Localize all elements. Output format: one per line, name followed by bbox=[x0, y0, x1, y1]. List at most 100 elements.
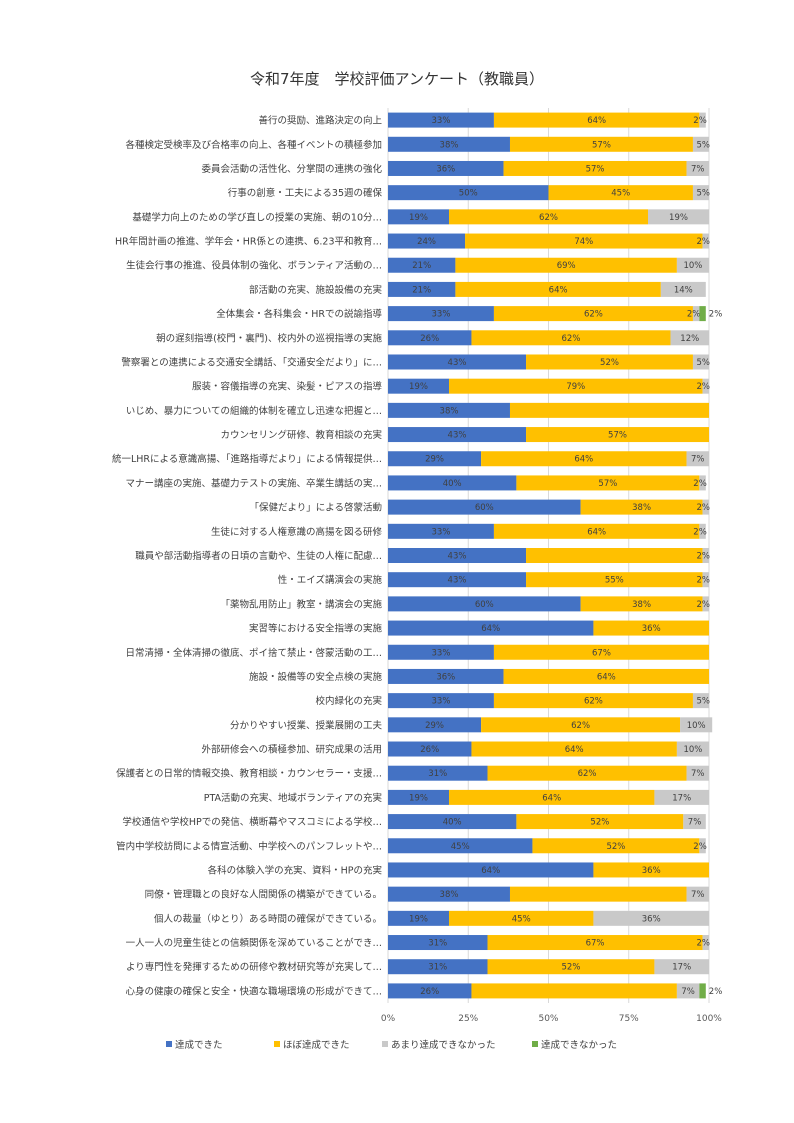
bar-segment bbox=[448, 910, 594, 926]
bar-segment bbox=[526, 427, 709, 443]
data-label: 57% bbox=[598, 479, 617, 489]
category-label: 各種検定受検率及び合格率の向上、各種イベントの積極参加 bbox=[125, 139, 382, 151]
bar-segment bbox=[388, 354, 527, 370]
category-label: 委員会活動の活性化、分掌間の連携の強化 bbox=[201, 163, 382, 175]
category-label: 生徒会行事の推進、役員体制の強化、ボランティア活動の… bbox=[126, 260, 382, 272]
category-label: PTA活動の充実、地域ボランティアの充実 bbox=[204, 792, 383, 804]
data-label: 38% bbox=[440, 140, 459, 150]
bar-segment bbox=[471, 330, 671, 346]
bar-segment bbox=[699, 838, 706, 854]
data-label: 64% bbox=[549, 285, 568, 295]
data-label: 2% bbox=[697, 552, 711, 562]
data-label: 26% bbox=[420, 334, 439, 344]
bar-segment bbox=[692, 693, 709, 709]
bar-segment bbox=[593, 620, 709, 636]
category-label: 管内中学校訪問による情宣活動、中学校へのパンフレットや… bbox=[116, 840, 382, 852]
category-label: 分かりやすい授業、授業展開の工夫 bbox=[230, 719, 383, 731]
bar-segment bbox=[686, 886, 709, 902]
data-label: 57% bbox=[586, 164, 605, 174]
bar-segment bbox=[455, 257, 677, 273]
x-axis-ticks: 0% 25% 50% 75% 100% bbox=[381, 1014, 722, 1024]
data-label: 57% bbox=[592, 140, 611, 150]
legend-swatch bbox=[166, 1041, 172, 1047]
bar-segment bbox=[692, 306, 700, 322]
data-label: 55% bbox=[605, 576, 624, 586]
bar-segment bbox=[676, 983, 700, 999]
data-label: 2% bbox=[693, 479, 707, 489]
legend-swatch bbox=[382, 1041, 388, 1047]
data-label: 45% bbox=[451, 842, 470, 852]
category-label: 外部研修会への積極参加、研究成果の活用 bbox=[201, 744, 382, 756]
data-label: 2% bbox=[697, 237, 711, 247]
data-label: 40% bbox=[443, 479, 462, 489]
legend-label: あまり達成できなかった bbox=[391, 1039, 496, 1051]
data-label: 62% bbox=[539, 213, 558, 223]
bar-segment bbox=[503, 668, 709, 684]
data-label: 14% bbox=[674, 285, 693, 295]
category-label: いじめ、暴力についての組織的体制を確立し迅速な把握と… bbox=[126, 405, 382, 417]
bar-segment bbox=[699, 306, 706, 322]
data-label: 33% bbox=[432, 697, 451, 707]
data-label: 38% bbox=[632, 503, 651, 513]
data-label: 57% bbox=[608, 431, 627, 441]
data-label: 2% bbox=[693, 116, 707, 126]
bar-segment bbox=[516, 475, 700, 491]
data-label: 62% bbox=[562, 334, 581, 344]
data-label: 26% bbox=[420, 745, 439, 755]
data-label: 40% bbox=[443, 818, 462, 828]
category-label: 朝の遅刻指導(校門・裏門)、校内外の巡視指導の実施 bbox=[156, 332, 382, 344]
data-label: 10% bbox=[687, 721, 706, 731]
bar-segment bbox=[388, 548, 527, 563]
bar-segment bbox=[388, 789, 449, 805]
data-label: 45% bbox=[611, 189, 630, 199]
category-label: 性・エイズ講演会の実施 bbox=[278, 574, 383, 586]
data-label: 17% bbox=[672, 963, 691, 973]
category-label: 職員や部活動指導者の日頃の言動や、生徒の人権に配慮… bbox=[135, 550, 382, 562]
bar-segment bbox=[493, 523, 700, 539]
data-label: 2% bbox=[709, 987, 723, 997]
bar-segment bbox=[526, 548, 703, 563]
data-label: 31% bbox=[428, 963, 447, 973]
legend-swatch bbox=[274, 1041, 280, 1047]
data-label: 17% bbox=[672, 793, 691, 803]
bar-segment bbox=[388, 136, 510, 152]
category-label: カウンセリング研修、教育相談の充実 bbox=[220, 429, 382, 441]
data-label: 62% bbox=[584, 697, 603, 707]
bar-segment bbox=[471, 983, 677, 999]
data-label: 43% bbox=[448, 358, 467, 368]
bar-segment bbox=[487, 935, 703, 951]
category-label: 学校通信や学校HPでの発信、横断幕やマスコミによる学校… bbox=[122, 816, 382, 828]
data-label: 2% bbox=[697, 576, 711, 586]
bar-segment bbox=[388, 523, 494, 539]
data-label: 19% bbox=[409, 382, 428, 392]
data-label: 29% bbox=[425, 721, 444, 731]
bar-segment bbox=[692, 354, 709, 370]
category-label: HR年間計画の推進、学年会・HR係との連携、6.23平和教育… bbox=[115, 236, 382, 248]
data-label: 33% bbox=[432, 527, 451, 537]
bar-segment bbox=[388, 112, 494, 128]
data-label: 2% bbox=[697, 382, 711, 392]
data-label: 62% bbox=[571, 721, 590, 731]
bar-segment bbox=[388, 886, 510, 902]
bar-segment bbox=[388, 983, 472, 999]
data-label: 64% bbox=[597, 672, 616, 682]
category-label: 行事の創意・工夫による35週の確保 bbox=[228, 187, 383, 199]
bar-segment bbox=[516, 814, 684, 830]
bar-segment bbox=[493, 306, 693, 322]
bar-segment bbox=[388, 306, 494, 322]
data-label: 64% bbox=[587, 116, 606, 126]
data-label: 64% bbox=[565, 745, 584, 755]
category-label: 服装・容儀指導の充実、染髪・ピアスの指導 bbox=[192, 381, 383, 393]
data-label: 5% bbox=[697, 140, 711, 150]
data-label: 33% bbox=[432, 116, 451, 126]
data-label: 43% bbox=[448, 576, 467, 586]
data-label: 36% bbox=[642, 866, 661, 876]
data-label: 64% bbox=[574, 455, 593, 465]
data-label: 60% bbox=[475, 600, 494, 610]
data-label: 31% bbox=[428, 939, 447, 949]
x-tick-label: 75% bbox=[619, 1014, 639, 1024]
data-label: 5% bbox=[697, 697, 711, 707]
data-label: 19% bbox=[409, 914, 428, 924]
bar-segment bbox=[699, 475, 706, 491]
bar-segment bbox=[686, 451, 709, 467]
